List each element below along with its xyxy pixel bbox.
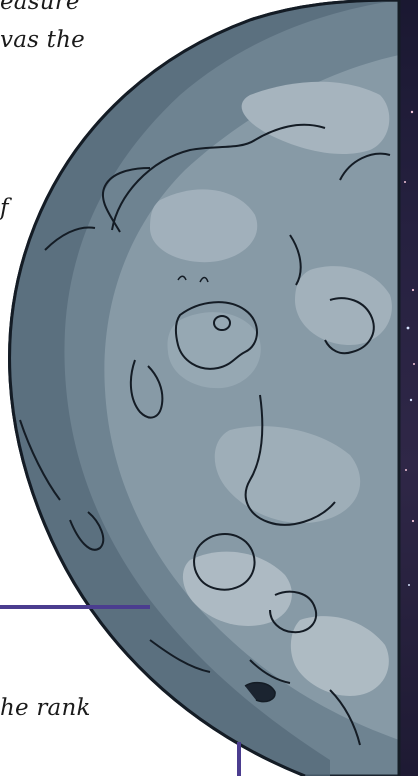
divider-horizontal [0,605,150,609]
space-background [399,0,418,776]
text-fragment: easure [0,0,80,15]
text-fragment: he rank [0,695,91,721]
stars [404,110,415,586]
divider-vertical [237,742,241,776]
text-fragment: f [0,195,9,221]
text-fragment: vas the [0,27,85,53]
